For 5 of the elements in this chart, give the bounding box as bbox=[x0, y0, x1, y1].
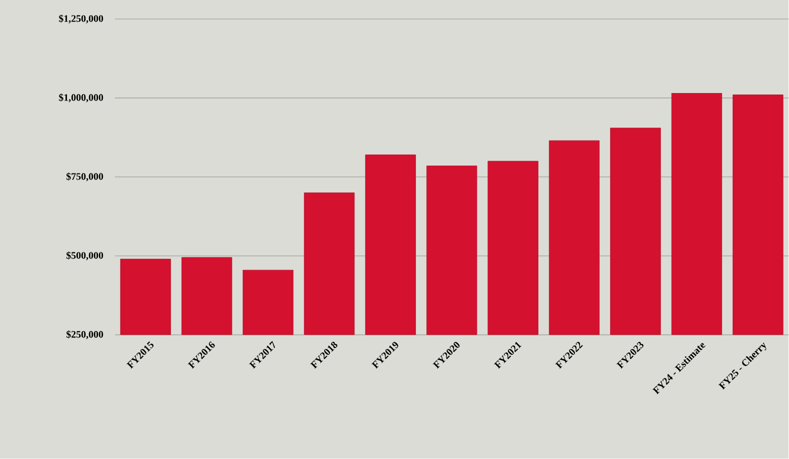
y-tick-label: $1,250,000 bbox=[58, 14, 104, 24]
y-tick-label: $250,000 bbox=[66, 330, 104, 340]
y-tick-label: $750,000 bbox=[66, 172, 104, 182]
y-tick-label: $500,000 bbox=[66, 252, 104, 260]
y-tick-label: $1,000,000 bbox=[58, 94, 104, 102]
